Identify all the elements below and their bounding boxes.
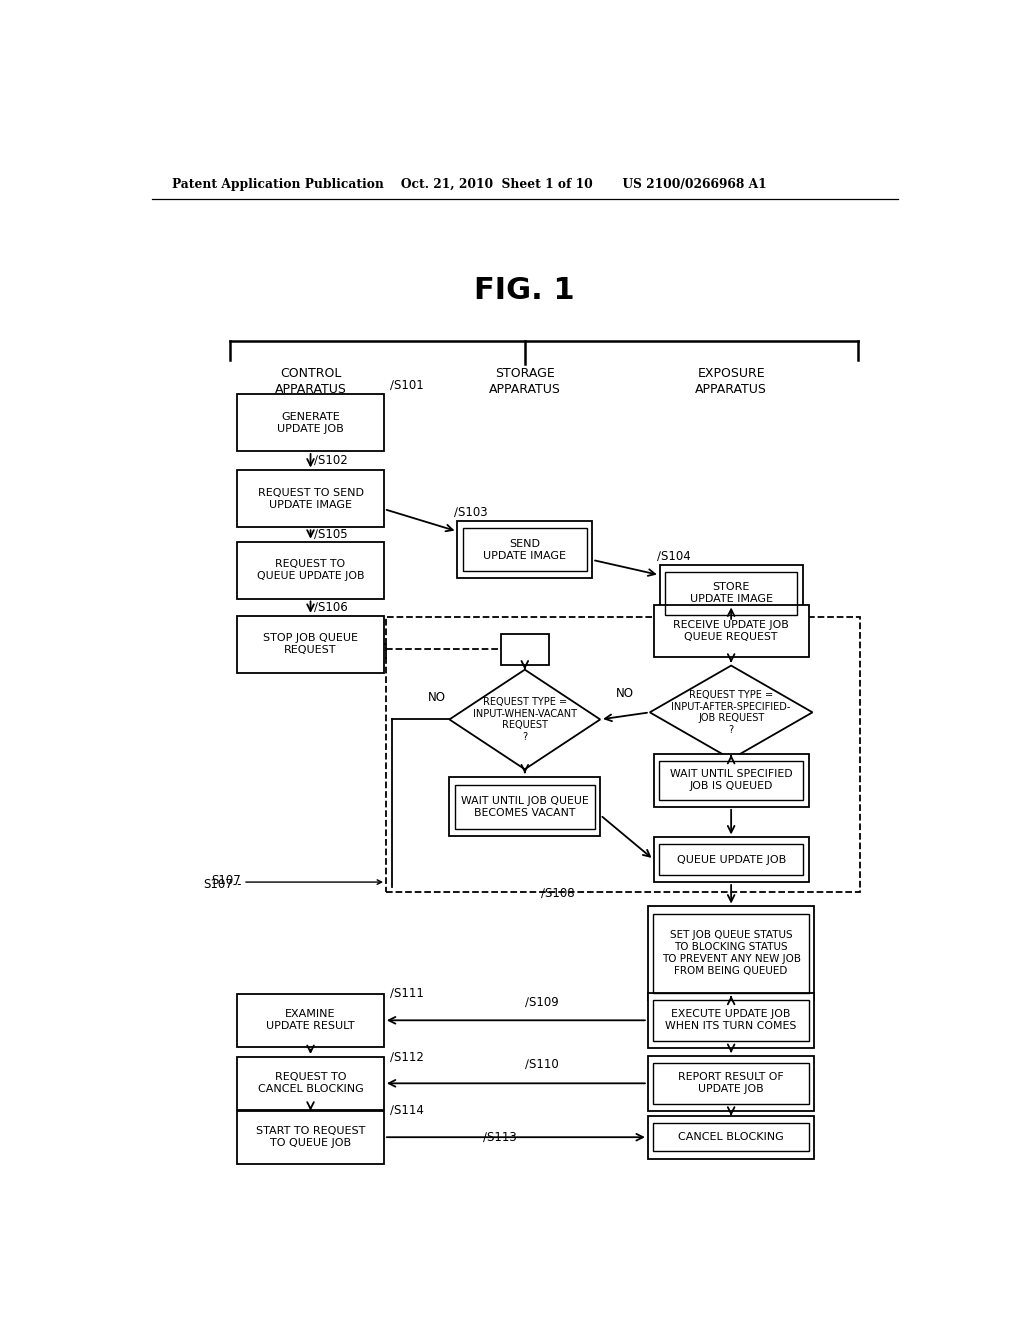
Text: FIG. 1: FIG. 1	[474, 276, 575, 305]
Text: ∕S101: ∕S101	[390, 379, 424, 392]
FancyBboxPatch shape	[458, 521, 592, 578]
Text: ∕S110: ∕S110	[524, 1057, 558, 1071]
Text: STOP JOB QUEUE
REQUEST: STOP JOB QUEUE REQUEST	[263, 634, 358, 655]
Text: EXECUTE UPDATE JOB
WHEN ITS TURN COMES: EXECUTE UPDATE JOB WHEN ITS TURN COMES	[666, 1010, 797, 1031]
Text: EXAMINE
UPDATE RESULT: EXAMINE UPDATE RESULT	[266, 1010, 355, 1031]
Text: REQUEST TYPE =
INPUT-WHEN-VACANT
REQUEST
?: REQUEST TYPE = INPUT-WHEN-VACANT REQUEST…	[473, 697, 577, 742]
Text: CONTROL
APPARATUS: CONTROL APPARATUS	[274, 367, 346, 396]
FancyBboxPatch shape	[648, 907, 814, 1001]
Text: STORAGE
APPARATUS: STORAGE APPARATUS	[488, 367, 561, 396]
Text: EXPOSURE
APPARATUS: EXPOSURE APPARATUS	[695, 367, 767, 396]
Text: Patent Application Publication    Oct. 21, 2010  Sheet 1 of 10       US 2100/026: Patent Application Publication Oct. 21, …	[172, 178, 766, 191]
Text: GENERATE
UPDATE JOB: GENERATE UPDATE JOB	[278, 412, 344, 434]
FancyBboxPatch shape	[653, 754, 809, 807]
Text: YES: YES	[737, 764, 760, 777]
Text: S107--: S107--	[204, 878, 242, 891]
Text: ∕S113: ∕S113	[483, 1131, 517, 1143]
Polygon shape	[450, 669, 600, 770]
FancyBboxPatch shape	[648, 993, 814, 1048]
Text: REPORT RESULT OF
UPDATE JOB: REPORT RESULT OF UPDATE JOB	[678, 1072, 784, 1094]
Text: ∕S111: ∕S111	[390, 987, 424, 1001]
Text: REQUEST TYPE =
INPUT-AFTER-SPECIFIED-
JOB REQUEST
?: REQUEST TYPE = INPUT-AFTER-SPECIFIED- JO…	[672, 690, 791, 735]
FancyBboxPatch shape	[238, 615, 384, 673]
Text: REQUEST TO
CANCEL BLOCKING: REQUEST TO CANCEL BLOCKING	[258, 1072, 364, 1094]
FancyBboxPatch shape	[653, 605, 809, 657]
FancyBboxPatch shape	[238, 395, 384, 451]
FancyBboxPatch shape	[238, 994, 384, 1047]
Text: WAIT UNTIL SPECIFIED
JOB IS QUEUED: WAIT UNTIL SPECIFIED JOB IS QUEUED	[670, 770, 793, 792]
Text: YES: YES	[531, 777, 553, 791]
Text: QUEUE UPDATE JOB: QUEUE UPDATE JOB	[677, 855, 785, 865]
FancyBboxPatch shape	[648, 1115, 814, 1159]
Text: ∕S105: ∕S105	[314, 528, 348, 541]
FancyBboxPatch shape	[501, 634, 549, 664]
Text: START TO REQUEST
TO QUEUE JOB: START TO REQUEST TO QUEUE JOB	[256, 1126, 366, 1148]
Text: SET JOB QUEUE STATUS
TO BLOCKING STATUS
TO PREVENT ANY NEW JOB
FROM BEING QUEUED: SET JOB QUEUE STATUS TO BLOCKING STATUS …	[662, 931, 801, 977]
Text: S107: S107	[211, 874, 241, 887]
FancyBboxPatch shape	[238, 1110, 384, 1164]
Text: ∕S106: ∕S106	[314, 601, 348, 614]
Text: RECEIVE UPDATE JOB
QUEUE REQUEST: RECEIVE UPDATE JOB QUEUE REQUEST	[673, 620, 790, 642]
FancyBboxPatch shape	[238, 1057, 384, 1110]
Text: ∕S103: ∕S103	[455, 507, 487, 519]
FancyBboxPatch shape	[450, 777, 600, 837]
Text: WAIT UNTIL JOB QUEUE
BECOMES VACANT: WAIT UNTIL JOB QUEUE BECOMES VACANT	[461, 796, 589, 818]
Polygon shape	[650, 665, 812, 759]
Text: STORE
UPDATE IMAGE: STORE UPDATE IMAGE	[689, 582, 773, 605]
Text: CANCEL BLOCKING: CANCEL BLOCKING	[678, 1133, 784, 1142]
Text: SEND
UPDATE IMAGE: SEND UPDATE IMAGE	[483, 539, 566, 561]
FancyBboxPatch shape	[653, 837, 809, 882]
Text: REQUEST TO SEND
UPDATE IMAGE: REQUEST TO SEND UPDATE IMAGE	[257, 488, 364, 510]
FancyBboxPatch shape	[238, 470, 384, 528]
FancyBboxPatch shape	[238, 541, 384, 598]
FancyBboxPatch shape	[648, 1056, 814, 1110]
Text: ∕S109: ∕S109	[524, 995, 558, 1008]
Text: ∕S108: ∕S108	[541, 887, 574, 900]
Text: ∕S112: ∕S112	[390, 1051, 424, 1064]
Text: ∕S114: ∕S114	[390, 1105, 424, 1117]
Text: NO: NO	[427, 692, 445, 704]
Text: NO: NO	[616, 688, 634, 700]
FancyBboxPatch shape	[659, 565, 803, 622]
Text: ∕S104: ∕S104	[656, 550, 690, 562]
Text: ∕S102: ∕S102	[314, 454, 348, 467]
Text: REQUEST TO
QUEUE UPDATE JOB: REQUEST TO QUEUE UPDATE JOB	[257, 560, 365, 581]
